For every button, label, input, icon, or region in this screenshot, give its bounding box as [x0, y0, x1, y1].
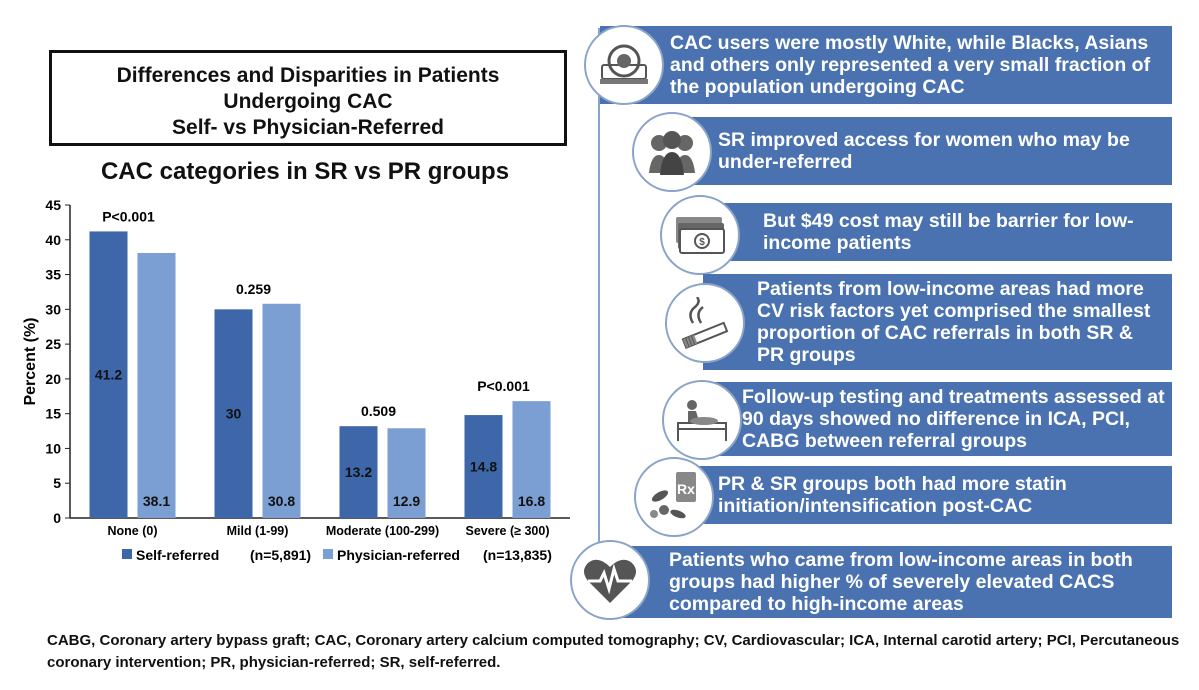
y-tick-label: 45 [45, 197, 61, 213]
money-icon: $ [660, 195, 740, 275]
p-value-label: 0.259 [236, 281, 271, 297]
svg-text:$: $ [699, 237, 705, 248]
finding-text-5: Follow-up testing and treatments assesse… [742, 386, 1165, 452]
p-value-label: P<0.001 [102, 208, 155, 224]
p-value-label: P<0.001 [477, 378, 530, 394]
finding-card-2: SR improved access for women who may be … [660, 117, 1172, 185]
bar-physician-referred [387, 428, 426, 518]
data-label: 14.8 [470, 459, 497, 475]
legend-label: Physician-referred [337, 547, 460, 563]
y-tick-label: 10 [45, 440, 61, 456]
bar-physician-referred [512, 401, 551, 518]
title-line-2: Undergoing CAC [223, 90, 393, 113]
y-tick-label: 35 [45, 267, 61, 283]
legend-swatch [323, 549, 333, 559]
heart-pulse-icon [570, 540, 650, 620]
data-label: 12.9 [393, 493, 420, 509]
y-tick-label: 0 [53, 510, 61, 526]
cigarette-icon [665, 283, 745, 363]
title-line-3: Self- vs Physician-Referred [172, 116, 444, 139]
finding-card-4: Patients from low-income areas had more … [703, 274, 1172, 370]
patient-bed-icon [662, 380, 742, 460]
svg-text:Rx: Rx [677, 481, 695, 497]
y-tick-label: 25 [45, 336, 61, 352]
x-tick-label: Mild (1-99) [227, 524, 289, 538]
title-line-1: Differences and Disparities in Patients [116, 64, 500, 87]
women-group-icon [632, 112, 712, 192]
data-label: 16.8 [518, 493, 545, 509]
data-label: 30 [226, 406, 242, 422]
data-label: 41.2 [95, 367, 122, 383]
legend-label: Self-referred [136, 547, 219, 563]
bar-self-referred [214, 309, 253, 518]
x-tick-label: Severe (≥ 300) [466, 524, 550, 538]
x-tick-label: None (0) [108, 524, 158, 538]
y-tick-label: 40 [45, 232, 61, 248]
bar-chart: 0 5 10 15 20 25 30 35 40 45 Percent (%) 41.2 38.1 P<0… [22, 197, 570, 563]
finding-text-7: Patients who came from low-income areas … [669, 549, 1133, 615]
data-label: 30.8 [268, 493, 295, 509]
finding-text-2: SR improved access for women who may be … [718, 129, 1130, 173]
legend-swatch [122, 549, 132, 559]
bar-self-referred [339, 426, 378, 518]
finding-text-6: PR & SR groups both had more statin init… [718, 473, 1067, 517]
finding-card-5: Follow-up testing and treatments assesse… [700, 382, 1172, 456]
finding-text-3: But $49 cost may still be barrier for lo… [763, 210, 1134, 254]
title-box: Differences and Disparities in Patients … [49, 50, 567, 146]
bar-self-referred [89, 231, 128, 519]
chart-title: CAC categories in SR vs PR groups [100, 158, 510, 185]
finding-card-3: But $49 cost may still be barrier for lo… [693, 203, 1172, 261]
bar-physician-referred [137, 252, 176, 518]
bar-physician-referred [262, 303, 301, 518]
ct-scanner-icon [584, 25, 664, 105]
legend-n-label: (n=13,835) [483, 547, 552, 563]
footnote: CABG, Coronary artery bypass graft; CAC,… [47, 632, 1180, 671]
legend-n-label: (n=5,891) [250, 547, 311, 563]
finding-text-1: CAC users were mostly White, while Black… [670, 32, 1151, 98]
y-tick-label: 30 [45, 301, 61, 317]
x-tick-label: Moderate (100-299) [326, 524, 439, 538]
data-label: 38.1 [143, 493, 170, 509]
finding-card-1: CAC users were mostly White, while Black… [600, 26, 1172, 104]
y-tick-label: 5 [53, 475, 61, 491]
p-value-label: 0.509 [361, 403, 396, 419]
timeline-line [598, 28, 600, 608]
finding-card-7: Patients who came from low-income areas … [612, 546, 1172, 618]
finding-card-6: PR & SR groups both had more statin init… [680, 466, 1172, 524]
y-axis-label: Percent (%) [22, 317, 39, 405]
finding-text-4: Patients from low-income areas had more … [757, 278, 1151, 366]
bar-self-referred [464, 415, 503, 518]
y-tick-label: 20 [45, 371, 61, 387]
data-label: 13.2 [345, 464, 372, 480]
prescription-pills-icon: Rx [634, 457, 714, 537]
y-tick-label: 15 [45, 406, 61, 422]
